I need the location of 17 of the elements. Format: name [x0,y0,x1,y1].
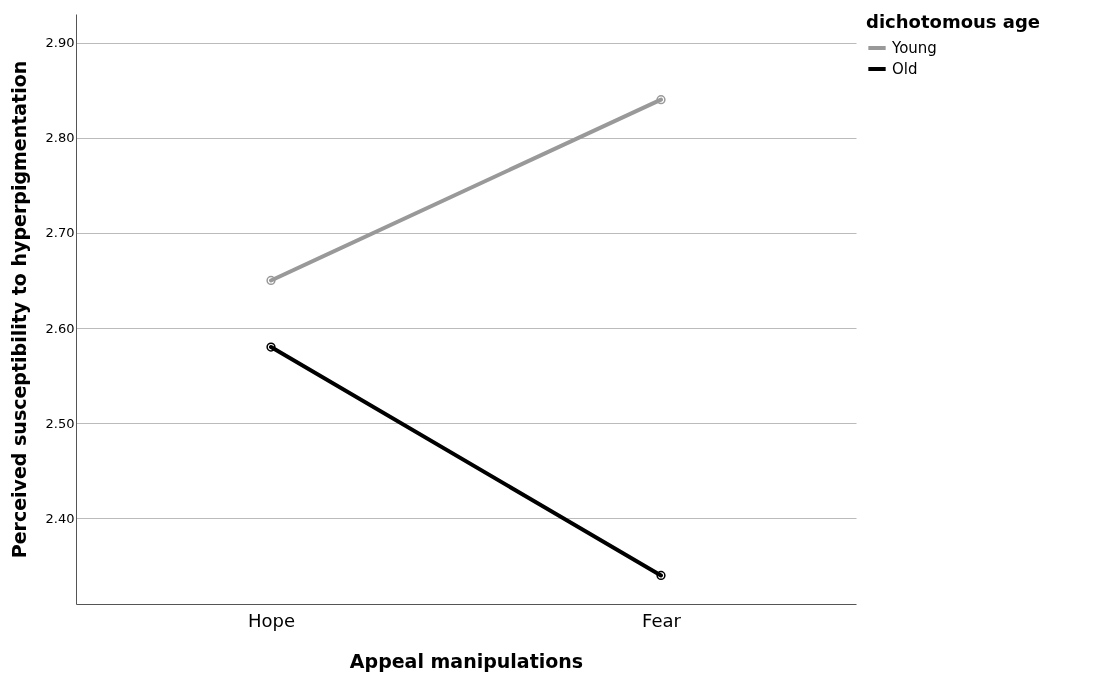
y-axis-title: Perceived susceptibility to hyperpigmentation [7,60,30,559]
legend-label: Old [892,60,918,78]
y-tick-label: 2.40 [45,510,75,526]
point [656,95,666,105]
point [656,570,666,581]
y-tick-label: 2.50 [45,415,75,431]
y-tick-label: 2.80 [45,130,75,146]
y-tick-label: 2.90 [45,35,75,51]
point [266,342,276,352]
y-tick-label: 2.60 [45,320,75,336]
point [266,275,276,286]
x-tick-label: Hope [247,609,296,631]
y-tick-label: 2.70 [45,225,75,241]
legend-label: Young [891,39,937,57]
legend-title: dichotomous age [866,11,1041,32]
x-axis-title: Appeal manipulations [349,649,584,672]
x-tick-label: Fear [642,609,682,631]
